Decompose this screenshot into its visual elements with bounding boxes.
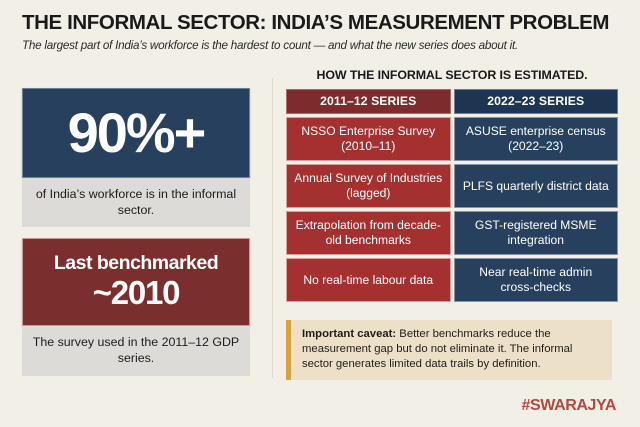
comparison-table: 2011–12 SERIES 2022–23 SERIES NSSO Enter… xyxy=(286,89,618,302)
table-cell-old-3: Extrapolation from decade-old benchmarks xyxy=(286,211,451,255)
table-heading: HOW THE INFORMAL SECTOR IS ESTIMATED. xyxy=(316,68,588,82)
table-cell-new-1: ASUSE enterprise census (2022–23) xyxy=(453,117,618,161)
stat-spacer xyxy=(22,227,250,238)
column-divider xyxy=(272,78,273,378)
table-column-header-2011: 2011–12 SERIES xyxy=(286,89,451,114)
header-block: THE INFORMAL SECTOR: INDIA’S MEASUREMENT… xyxy=(22,11,622,53)
stat-value-last-benchmark: ~2010 xyxy=(92,273,181,311)
page-title: THE INFORMAL SECTOR: INDIA’S MEASUREMENT… xyxy=(22,11,610,34)
stat-caption-last-benchmark: The survey used in the 2011–12 GDP serie… xyxy=(22,326,250,376)
table-header-row: 2011–12 SERIES 2022–23 SERIES xyxy=(286,89,618,114)
table-cell-old-2: Annual Survey of Industries (lagged) xyxy=(286,164,451,208)
stat-card-workforce-share: 90%+ xyxy=(22,88,250,178)
comparison-table-block: HOW THE INFORMAL SECTOR IS ESTIMATED. 20… xyxy=(286,68,618,302)
stat-caption-workforce-share: of India’s workforce is in the informal … xyxy=(22,178,250,228)
table-cell-new-2: PLFS quarterly district data xyxy=(453,164,618,208)
table-column-header-2022: 2022–23 SERIES xyxy=(453,89,618,114)
stat-value-workforce-share: 90%+ xyxy=(67,101,207,164)
table-row: NSSO Enterprise Survey (2010–11) ASUSE e… xyxy=(286,117,618,161)
caveat-box: Important caveat: Better benchmarks redu… xyxy=(286,320,612,381)
table-cell-new-3: GST-registered MSME integration xyxy=(453,211,618,255)
table-row: No real-time labour data Near real-time … xyxy=(286,258,618,302)
table-row: Extrapolation from decade-old benchmarks… xyxy=(286,211,618,255)
table-cell-new-4: Near real-time admin cross-checks xyxy=(453,258,618,302)
caveat-lead: Important caveat: xyxy=(302,328,397,340)
brand-watermark: #SWARAJYA xyxy=(521,397,616,414)
page-subtitle: The largest part of India’s workforce is… xyxy=(22,39,518,53)
stat-label-last-benchmark: Last benchmarked xyxy=(53,251,219,274)
stat-card-last-benchmark: Last benchmarked ~2010 xyxy=(22,238,250,327)
table-row: Annual Survey of Industries (lagged) PLF… xyxy=(286,164,618,208)
stats-column: 90%+ of India’s workforce is in the info… xyxy=(22,88,250,376)
caveat-text: Better benchmarks reduce the measurement… xyxy=(302,328,573,371)
table-cell-old-4: No real-time labour data xyxy=(286,258,451,302)
table-cell-old-1: NSSO Enterprise Survey (2010–11) xyxy=(286,117,451,161)
